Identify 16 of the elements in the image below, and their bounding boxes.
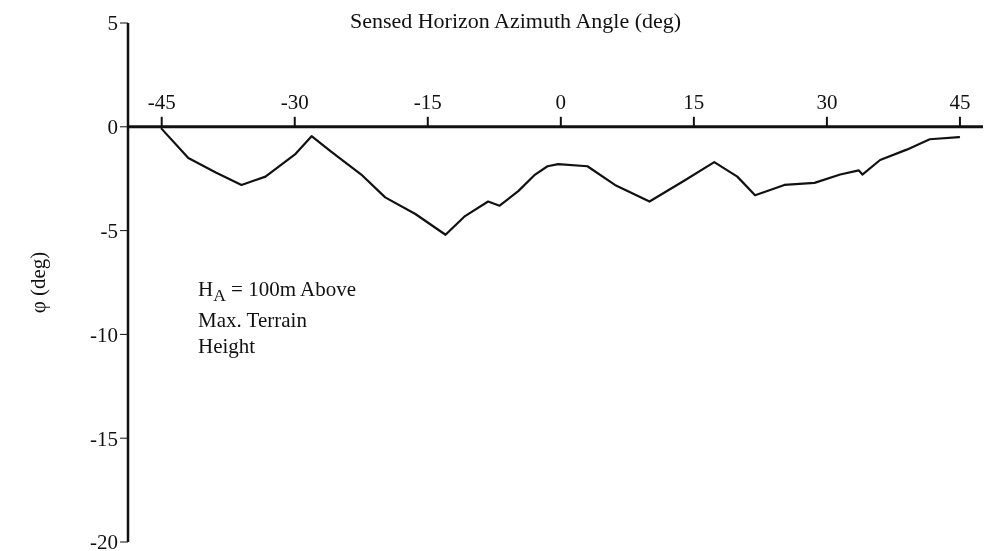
annotation: H$_{A}$ = 100m Above Max. Terrain Height [198, 276, 357, 360]
y-tick-label: -10 [90, 322, 118, 347]
x-tick-label: -15 [413, 89, 442, 114]
x-tick-label: 45 [949, 89, 971, 114]
y-tick-label: 0 [107, 115, 118, 140]
x-axis-title: Sensed Horizon Azimuth Angle (deg) [349, 8, 682, 33]
y-tick-label: -15 [90, 426, 118, 451]
y-tick-label: 5 [107, 11, 118, 36]
x-tick-label: -45 [147, 89, 176, 114]
y-axis-title: φ (deg) [26, 251, 51, 314]
y-tick-label: -5 [100, 219, 118, 244]
y-tick-label: -20 [90, 530, 118, 551]
x-tick-label: -30 [280, 89, 309, 114]
x-tick-label: 0 [555, 89, 567, 114]
x-tick-label: 30 [816, 89, 838, 114]
x-tick-label: 15 [683, 89, 705, 114]
